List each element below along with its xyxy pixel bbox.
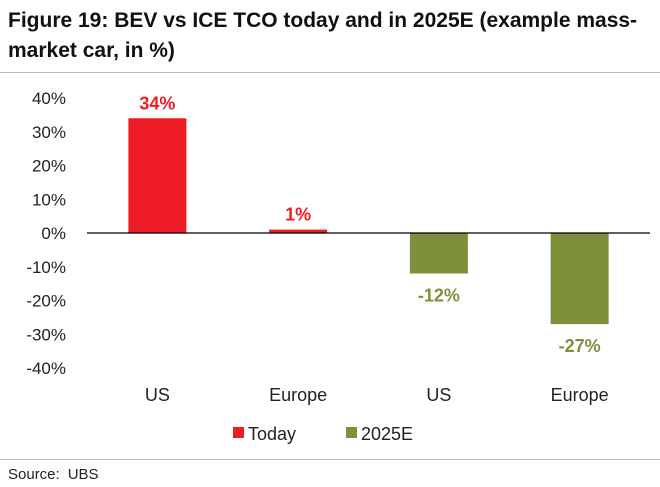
legend-swatch-2025e <box>346 427 357 438</box>
source-rule <box>0 459 660 460</box>
data-label: 34% <box>139 93 175 113</box>
x-tick-label: US <box>145 385 170 405</box>
data-labels-group: 34% 1% -12% -27% <box>139 93 600 356</box>
legend-swatch-today <box>233 427 244 438</box>
y-tick-label: 30% <box>32 123 66 142</box>
bar-2025e-2 <box>409 233 468 274</box>
y-axis: 40% 30% 20% 10% 0% -10% -20% -30% -40% <box>26 89 66 378</box>
figure-title: Figure 19: BEV vs ICE TCO today and in 2… <box>8 9 638 62</box>
y-tick-label: 20% <box>32 157 66 176</box>
data-label: -27% <box>559 336 601 356</box>
source-label: Source: <box>8 466 60 483</box>
y-tick-label: -30% <box>26 325 66 344</box>
y-tick-label: 40% <box>32 89 66 108</box>
x-tick-label: US <box>426 385 451 405</box>
y-tick-label: -10% <box>26 258 66 277</box>
bar-today-1 <box>269 229 328 233</box>
legend-label-today: Today <box>248 424 296 444</box>
bar-chart: 40% 30% 20% 10% 0% -10% -20% -30% -40% 34% 1% -12%… <box>26 89 650 444</box>
x-axis: US Europe US Europe <box>145 385 609 405</box>
bar-2025e-3 <box>550 233 609 325</box>
source-value: UBS <box>67 466 99 483</box>
bars-group <box>128 118 609 325</box>
source-note: Source: UBS <box>8 466 99 483</box>
data-label: 1% <box>285 205 311 225</box>
x-tick-label: Europe <box>269 385 327 405</box>
y-tick-label: -40% <box>26 359 66 378</box>
y-tick-label: 0% <box>41 224 66 243</box>
y-tick-label: 10% <box>32 190 66 209</box>
legend: Today 2025E <box>233 424 413 444</box>
legend-label-2025e: 2025E <box>361 424 413 444</box>
y-tick-label: -20% <box>26 292 66 311</box>
x-tick-label: Europe <box>551 385 609 405</box>
title-rule <box>0 72 660 73</box>
data-label: -12% <box>418 286 460 306</box>
bar-today-0 <box>128 118 187 233</box>
